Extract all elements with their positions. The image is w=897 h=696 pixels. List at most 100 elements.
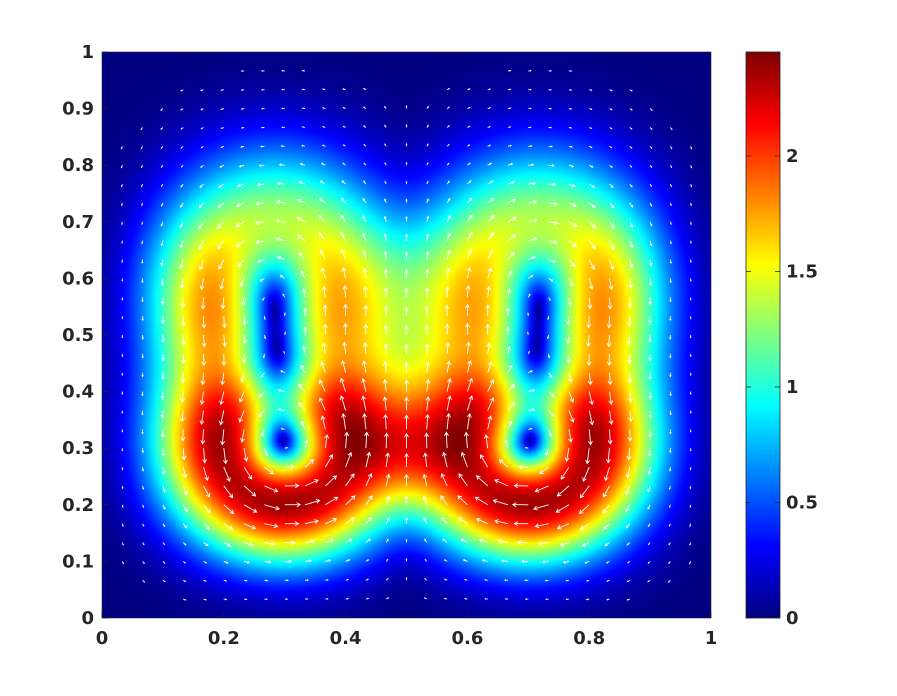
- quiver-arrow: [562, 560, 570, 564]
- quiver-arrow: [494, 479, 509, 487]
- quiver-arrow: [121, 448, 124, 452]
- quiver-arrow: [669, 297, 672, 303]
- quiver-arrow: [341, 266, 347, 279]
- quiver-arrow: [280, 427, 285, 430]
- quiver-arrow: [405, 198, 408, 203]
- quiver-arrow: [160, 429, 165, 438]
- quiver-arrow: [385, 517, 390, 524]
- quiver-arrow: [528, 408, 536, 412]
- quiver-arrow: [120, 183, 123, 188]
- quiver-arrow: [649, 127, 653, 130]
- quiver-arrow: [296, 216, 306, 223]
- quiver-arrow: [649, 259, 653, 267]
- quiver-arrow: [648, 334, 652, 343]
- quiver-arrow: [689, 353, 692, 358]
- quiver-arrow: [475, 475, 489, 487]
- quiver-arrow: [121, 278, 124, 282]
- quiver-arrow: [648, 410, 653, 419]
- quiver-arrow: [466, 412, 472, 430]
- quiver-arrow: [547, 316, 550, 321]
- quiver-arrow: [548, 259, 557, 263]
- quiver-arrow: [609, 259, 615, 271]
- quiver-arrow: [626, 542, 631, 546]
- quiver-arrow: [426, 180, 429, 185]
- quiver-arrow: [524, 446, 529, 449]
- quiver-arrow: [220, 89, 224, 92]
- quiver-arrow: [181, 353, 186, 365]
- quiver-arrow: [220, 429, 226, 446]
- quiver-arrow: [318, 232, 326, 241]
- quiver-arrow: [548, 164, 555, 167]
- quiver-arrow: [363, 180, 367, 185]
- quiver-arrow: [465, 285, 471, 298]
- quiver-arrow: [446, 162, 450, 166]
- quiver-arrow: [527, 293, 531, 298]
- quiver-arrow: [568, 145, 573, 148]
- quiver-arrow: [669, 448, 672, 454]
- quiver-arrow: [362, 412, 367, 430]
- quiver-arrow: [121, 485, 124, 490]
- quiver-arrow: [507, 252, 515, 260]
- quiver-arrow: [443, 578, 448, 581]
- quiver-arrow: [647, 542, 651, 546]
- quiver-arrow: [609, 145, 613, 149]
- quiver-arrow: [467, 125, 471, 128]
- quiver-arrow: [566, 334, 571, 345]
- quiver-arrow: [648, 316, 652, 324]
- quiver-arrow: [325, 496, 339, 506]
- quiver-arrow: [507, 162, 514, 166]
- quiver-arrow: [568, 221, 578, 227]
- quiver-arrow: [239, 278, 245, 287]
- quiver-arrow: [609, 240, 615, 250]
- quiver-arrow: [528, 218, 538, 223]
- quiver-arrow: [281, 88, 285, 91]
- quiver-arrow: [487, 379, 495, 392]
- quiver-arrow: [301, 144, 306, 147]
- quiver-arrow: [298, 180, 306, 185]
- quiver-arrow: [404, 414, 409, 430]
- quiver-arrow: [255, 201, 265, 206]
- quiver-arrow: [532, 504, 549, 511]
- y-tick-label: 0.1: [62, 551, 94, 572]
- quiver-arrow: [501, 559, 509, 563]
- quiver-arrow: [304, 559, 312, 563]
- quiver-arrow: [668, 467, 672, 472]
- quiver-arrow: [365, 451, 372, 468]
- quiver-arrow: [141, 448, 144, 454]
- quiver-arrow: [264, 541, 276, 546]
- quiver-arrow: [585, 448, 591, 465]
- quiver-arrow: [339, 395, 347, 411]
- y-tick-label: 0.4: [62, 382, 94, 403]
- quiver-arrow: [528, 107, 532, 110]
- quiver-arrow: [507, 364, 513, 373]
- quiver-arrow: [304, 498, 321, 506]
- quiver-arrow: [262, 353, 266, 359]
- quiver-arrow: [504, 598, 509, 600]
- quiver-arrow: [141, 202, 144, 207]
- quiver-arrow: [160, 259, 164, 267]
- quiver-arrow: [404, 361, 409, 373]
- quiver-arrow: [180, 391, 185, 403]
- quiver-arrow: [365, 472, 373, 487]
- quiver-arrow: [181, 448, 187, 461]
- quiver-arrow: [384, 198, 387, 204]
- quiver-arrow: [203, 542, 209, 547]
- quiver-arrow: [120, 202, 123, 207]
- quiver-arrow: [383, 324, 389, 336]
- quiver-arrow: [121, 429, 124, 433]
- quiver-arrow: [142, 561, 145, 564]
- quiver-arrow: [485, 323, 491, 335]
- quiver-arrow: [283, 312, 286, 317]
- quiver-arrow: [264, 485, 279, 493]
- quiver-arrow: [475, 517, 488, 525]
- quiver-arrow: [528, 237, 538, 242]
- quiver-arrow: [342, 144, 346, 147]
- quiver-arrow: [524, 579, 529, 582]
- quiver-arrow: [507, 180, 515, 185]
- x-tick-label: 0: [96, 628, 109, 649]
- quiver-arrow: [325, 597, 329, 600]
- quiver-arrow: [588, 278, 594, 290]
- quiver-arrow: [342, 107, 346, 110]
- quiver-arrow: [142, 485, 145, 490]
- quiver-arrow: [223, 598, 228, 601]
